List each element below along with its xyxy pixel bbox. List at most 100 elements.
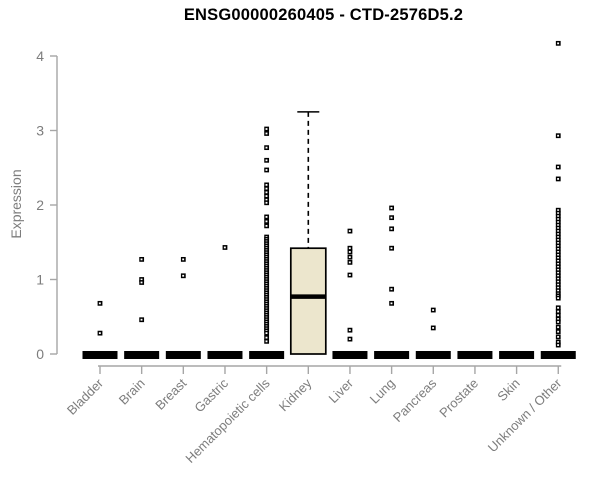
x-tick-label: Pancreas <box>390 375 440 425</box>
x-tick-label: Prostate <box>436 376 481 421</box>
outlier-point-center <box>557 134 560 137</box>
outlier-point-center <box>265 195 268 197</box>
outlier-point-center <box>557 227 560 229</box>
outlier-point-center <box>557 330 560 333</box>
outlier-point-center <box>182 274 185 277</box>
outlier-point-center <box>265 169 268 171</box>
outlier-point-center <box>557 251 560 253</box>
y-tick-label: 2 <box>36 197 44 213</box>
outlier-point-center <box>98 302 101 305</box>
outlier-point-center <box>265 332 268 335</box>
collapsed-box-bladder <box>82 351 118 359</box>
outlier-point-center <box>557 212 560 215</box>
outlier-point-center <box>98 332 101 335</box>
collapsed-box-liver <box>332 351 368 359</box>
outlier-point-center <box>557 178 560 180</box>
collapsed-box-hematopoietic cells <box>249 351 285 359</box>
outlier-point-center <box>557 271 560 274</box>
outlier-point-center <box>557 233 560 235</box>
outlier-point-center <box>557 341 560 343</box>
outlier-point-center <box>557 230 560 232</box>
outlier-point-center <box>557 42 560 45</box>
x-tick-label: Gastric <box>191 375 231 415</box>
outlier-point-center <box>265 340 268 343</box>
outlier-point-center <box>557 268 560 271</box>
outlier-point-center <box>557 289 560 292</box>
outlier-point-center <box>265 224 268 227</box>
outlier-point-center <box>557 259 560 262</box>
outlier-point-center <box>140 281 143 284</box>
outlier-point-center <box>348 256 351 259</box>
outlier-point-center <box>557 262 560 265</box>
y-tick-label: 1 <box>36 272 44 288</box>
outlier-point-center <box>557 297 560 300</box>
outlier-point-center <box>557 274 560 277</box>
outlier-point-center <box>348 247 351 250</box>
x-tick-label: Lung <box>367 376 398 407</box>
collapsed-box-lung <box>374 351 410 359</box>
outlier-point-center <box>140 278 143 281</box>
outlier-point-center <box>557 166 560 168</box>
outlier-point-center <box>557 306 560 309</box>
outlier-point-center <box>557 310 560 313</box>
x-tick-label: Kidney <box>276 375 315 414</box>
outlier-point-center <box>265 183 268 186</box>
collapsed-box-prostate <box>457 351 493 359</box>
outlier-point-center <box>265 220 268 223</box>
outlier-point-center <box>557 314 560 317</box>
outlier-point-center <box>265 187 268 190</box>
outlier-point-center <box>348 338 351 340</box>
y-tick-label: 3 <box>36 123 44 139</box>
box-kidney <box>289 247 327 355</box>
outlier-point-center <box>557 242 560 244</box>
collapsed-box-unknown / other <box>540 351 576 359</box>
collapsed-box-gastric <box>207 351 243 359</box>
outlier-point-center <box>557 344 560 346</box>
outlier-point-center <box>390 247 393 250</box>
outlier-point-center <box>557 318 560 320</box>
outlier-point-center <box>390 288 393 291</box>
collapsed-box-skin <box>499 351 535 359</box>
x-tick-label: Unknown / Other <box>485 375 565 455</box>
outlier-point-center <box>557 239 560 241</box>
x-tick-label: Breast <box>152 375 189 412</box>
outlier-point-center <box>390 216 393 219</box>
x-tick-label: Skin <box>494 376 522 404</box>
outlier-point-center <box>390 207 393 209</box>
outlier-point-center <box>557 277 560 280</box>
outlier-point-center <box>557 335 560 338</box>
outlier-point-center <box>348 274 351 276</box>
collapsed-box-breast <box>165 351 201 359</box>
outlier-point-center <box>140 318 143 321</box>
outlier-point-center <box>557 256 560 259</box>
outlier-point-center <box>557 209 560 212</box>
outlier-point-center <box>557 236 560 238</box>
x-tick-label: Liver <box>326 375 357 406</box>
outlier-point-center <box>265 146 268 149</box>
outlier-point-center <box>557 265 560 268</box>
outlier-point-center <box>223 246 226 249</box>
outlier-point-center <box>557 224 560 227</box>
outlier-point-center <box>557 218 560 221</box>
outlier-point-center <box>265 132 268 135</box>
outlier-point-center <box>265 159 268 162</box>
outlier-point-center <box>265 128 268 130</box>
outlier-point-center <box>390 227 393 230</box>
outlier-point-center <box>348 251 351 253</box>
outlier-point-center <box>557 245 560 247</box>
outlier-point-center <box>348 230 351 232</box>
x-tick-label: Bladder <box>64 375 107 418</box>
collapsed-box-pancreas <box>415 351 451 359</box>
outlier-point-center <box>557 248 560 250</box>
y-tick-label: 4 <box>36 48 44 64</box>
outlier-point-center <box>140 258 143 261</box>
outlier-point-center <box>265 191 268 194</box>
outlier-point-center <box>265 201 268 204</box>
outlier-point-center <box>265 198 268 201</box>
chart-title: ENSG00000260405 - CTD-2576D5.2 <box>183 6 464 24</box>
outlier-point-center <box>390 302 393 305</box>
outlier-point-center <box>557 280 560 283</box>
outlier-point-center <box>265 216 268 218</box>
